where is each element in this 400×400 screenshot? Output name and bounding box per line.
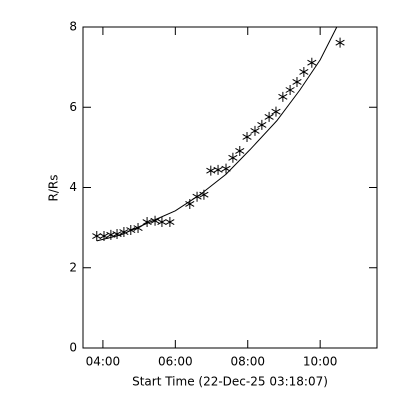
data-point: [264, 111, 274, 122]
y-axis-label: R/Rs: [47, 175, 61, 202]
x-tick-label: 06:00: [158, 355, 193, 369]
data-point: [157, 217, 167, 228]
data-point: [285, 84, 295, 95]
data-point: [235, 145, 245, 156]
y-tick-label: 6: [69, 100, 77, 114]
y-tick-label: 8: [69, 20, 77, 34]
data-point: [165, 217, 175, 228]
y-tick-label: 0: [69, 341, 77, 355]
x-tick-label: 08:00: [230, 355, 265, 369]
fit-line: [96, 26, 338, 242]
data-point: [307, 57, 317, 68]
y-tick-label: 2: [69, 260, 77, 274]
data-point: [257, 119, 267, 130]
data-point: [242, 131, 252, 142]
data-point: [228, 152, 238, 163]
data-point: [213, 164, 223, 175]
data-point: [278, 91, 288, 102]
data-point: [250, 125, 260, 136]
x-tick-label: 10:00: [303, 355, 338, 369]
x-tick-label: 04:00: [86, 355, 121, 369]
data-point: [119, 227, 129, 238]
data-point: [206, 165, 216, 176]
data-point: [335, 37, 345, 48]
y-tick-label: 4: [69, 180, 77, 194]
data-point: [292, 76, 302, 87]
data-point: [142, 217, 152, 228]
data-point: [112, 229, 122, 240]
data-point: [92, 231, 102, 242]
data-point: [185, 198, 195, 209]
data-point: [271, 106, 281, 117]
data-point: [221, 163, 231, 174]
data-point: [299, 66, 309, 77]
x-axis-label: Start Time (22-Dec-25 03:18:07): [132, 375, 328, 389]
